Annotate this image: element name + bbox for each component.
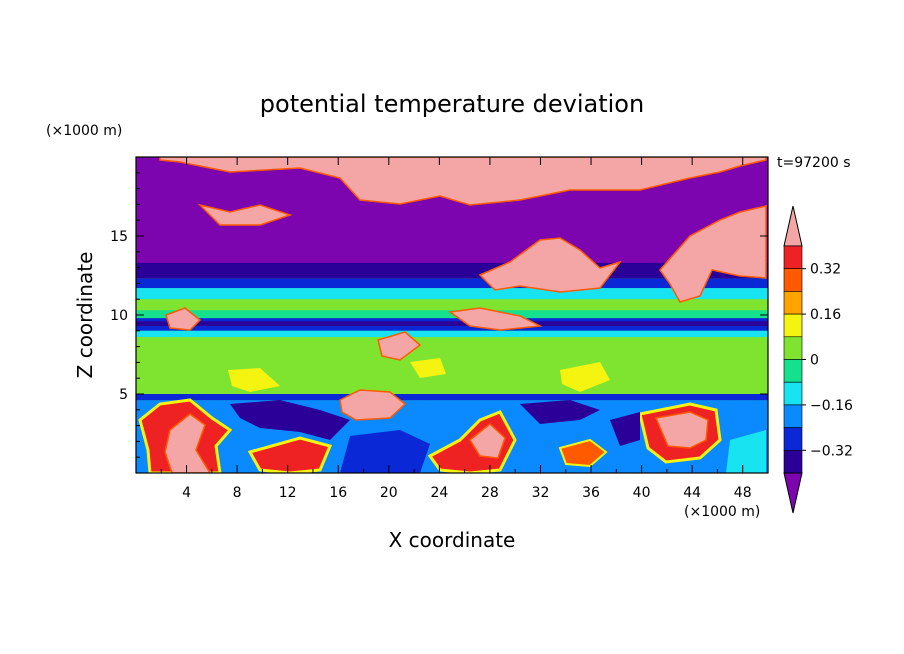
x-tick-label: 48 bbox=[734, 485, 752, 501]
colorbar-tick-label: −0.32 bbox=[810, 443, 853, 459]
x-tick-label: 32 bbox=[532, 485, 550, 501]
colorbar-tick-label: 0.32 bbox=[810, 262, 841, 278]
field-layer bbox=[136, 288, 768, 300]
warm-region bbox=[228, 368, 280, 392]
x-axis-label: X coordinate bbox=[389, 528, 516, 552]
colorbar-tick-label: 0 bbox=[810, 353, 819, 369]
cold-region bbox=[726, 430, 766, 473]
x-tick-label: 24 bbox=[430, 485, 448, 501]
warm-region bbox=[339, 389, 407, 421]
warm-region bbox=[197, 203, 293, 226]
y-unit-label: (×1000 m) bbox=[46, 123, 122, 139]
colorbar-tick-label: −0.16 bbox=[810, 398, 853, 414]
cold-region bbox=[340, 430, 430, 473]
field-layer bbox=[136, 278, 768, 289]
time-label: t=97200 s bbox=[777, 155, 851, 171]
x-tick-label: 36 bbox=[582, 485, 600, 501]
y-axis: 5 10 15 bbox=[110, 172, 768, 458]
colorbar-box bbox=[783, 313, 803, 338]
warm-region bbox=[469, 423, 506, 459]
colorbar: 0.32 0.16 0 −0.16 −0.32 bbox=[783, 205, 853, 514]
cold-region bbox=[610, 412, 640, 446]
x-tick-label: 44 bbox=[683, 485, 701, 501]
field-layer bbox=[136, 299, 768, 311]
colorbar-box bbox=[783, 336, 803, 360]
x-tick-label: 16 bbox=[329, 485, 347, 501]
colorbar-extend-bottom bbox=[783, 472, 803, 514]
x-tick-label: 4 bbox=[182, 485, 191, 501]
warm-region bbox=[659, 205, 767, 303]
plot-area bbox=[136, 157, 768, 473]
x-axis: 4 8 12 16 20 24 28 32 36 40 44 48 bbox=[160, 157, 752, 501]
warm-region bbox=[478, 237, 623, 293]
chart-title: potential temperature deviation bbox=[260, 90, 644, 118]
warm-region bbox=[654, 411, 709, 449]
y-tick-label: 10 bbox=[110, 308, 128, 324]
warm-region bbox=[164, 413, 211, 473]
warm-region bbox=[247, 436, 333, 473]
x-unit-label: (×1000 m) bbox=[684, 504, 760, 520]
warm-region bbox=[165, 307, 202, 331]
warm-region bbox=[377, 331, 422, 361]
field-layer bbox=[136, 337, 768, 394]
x-tick-label: 8 bbox=[233, 485, 242, 501]
warm-region bbox=[410, 358, 446, 378]
colorbar-box bbox=[783, 427, 803, 451]
field-layer bbox=[136, 321, 768, 327]
colorbar-box bbox=[783, 359, 803, 383]
field-layer bbox=[136, 330, 768, 338]
colorbar-box bbox=[783, 404, 803, 428]
colorbar-box bbox=[783, 449, 803, 474]
warm-region bbox=[159, 157, 767, 206]
cold-region bbox=[230, 400, 350, 440]
warm-region bbox=[447, 307, 543, 331]
field-layer bbox=[136, 394, 768, 401]
colorbar-tick-label: 0.16 bbox=[810, 307, 841, 323]
colorbar-box bbox=[783, 268, 803, 292]
x-tick-label: 20 bbox=[380, 485, 398, 501]
warm-region bbox=[558, 438, 608, 468]
x-tick-label: 40 bbox=[633, 485, 651, 501]
colorbar-box bbox=[783, 291, 803, 315]
field-patches bbox=[138, 157, 767, 473]
x-tick-label: 12 bbox=[279, 485, 297, 501]
y-tick-label: 5 bbox=[119, 387, 128, 403]
colorbar-box bbox=[783, 381, 803, 406]
colorbar-extend-top bbox=[783, 205, 803, 247]
x-tick-label: 28 bbox=[481, 485, 499, 501]
cold-region bbox=[520, 400, 600, 424]
y-axis-label: Z coordinate bbox=[73, 252, 97, 379]
colorbar-box bbox=[783, 245, 803, 270]
warm-region bbox=[560, 362, 610, 392]
y-tick-label: 15 bbox=[110, 229, 128, 245]
